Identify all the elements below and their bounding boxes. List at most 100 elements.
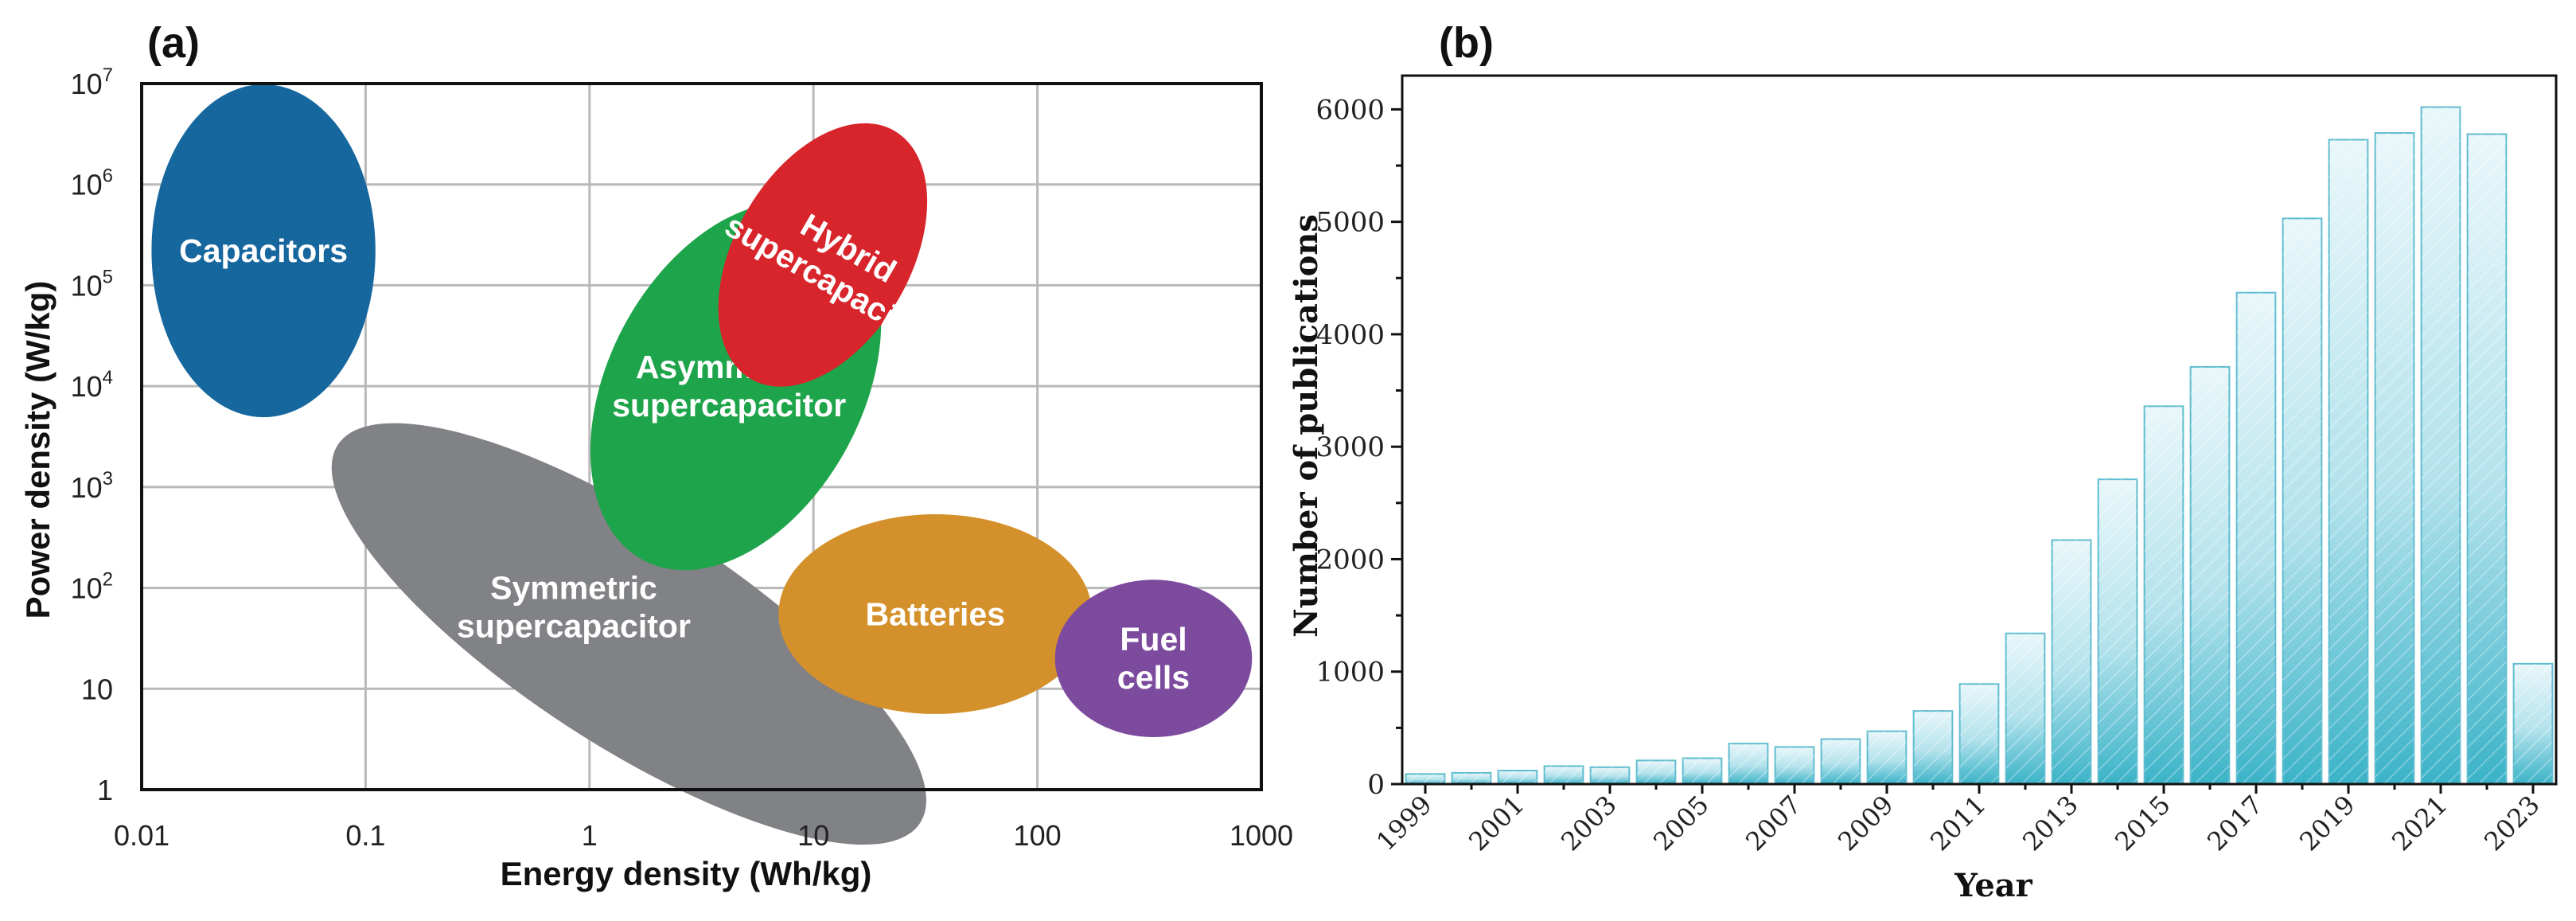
x-tick-label: 1 <box>582 819 598 852</box>
region-capacitors-label: Capacitors <box>179 232 348 269</box>
region-label-line: Fuel <box>1120 621 1187 658</box>
y-tick-label: 6000 <box>1315 94 1385 126</box>
y-tick-label: 4000 <box>1315 319 1385 351</box>
bar-hatch-2001 <box>1498 771 1537 784</box>
y-tick-base: 10 <box>71 471 103 504</box>
x-tick-label: 2013 <box>2017 790 2083 857</box>
x-tick-label: 2009 <box>1832 790 1899 857</box>
region-label-line: Symmetric <box>490 569 657 606</box>
y-tick-base: 10 <box>71 572 103 605</box>
region-hybrid-ellipse <box>718 123 928 387</box>
y-tick-label: 5000 <box>1315 207 1385 239</box>
bar-hatch-2003 <box>1590 767 1630 784</box>
y-tick-label: 102 <box>71 569 113 605</box>
bar-hatch-2015 <box>2144 406 2184 784</box>
bar-hatch-2004 <box>1636 760 1676 784</box>
panel-b-x-axis-label: Year <box>1954 867 2032 904</box>
region-label-line: supercapacitor <box>612 387 846 423</box>
y-tick-label: 1 <box>97 774 113 806</box>
x-tick-label: 2017 <box>2201 790 2268 857</box>
panel-b-y-tick-labels: 0 1000 2000 3000 4000 5000 6000 <box>1315 94 1385 801</box>
bar-hatch-2018 <box>2282 218 2322 784</box>
y-tick-base: 10 <box>71 169 103 201</box>
y-tick-label: 105 <box>71 266 113 302</box>
x-tick-label: 2005 <box>1647 790 1714 857</box>
bar-hatch-2023 <box>2513 663 2553 784</box>
region-hybrid: Hybridsupercapacitor <box>718 123 940 387</box>
bar-hatch-2005 <box>1682 758 1722 784</box>
x-tick-label: 2011 <box>1924 790 1991 857</box>
panel-a-x-tick-labels: 0.01 0.1 1 10 100 1000 <box>114 819 1293 852</box>
panel-b-frame <box>1391 74 2558 794</box>
x-tick-label: 2003 <box>1555 790 1622 857</box>
x-tick-label: 2007 <box>1740 790 1806 857</box>
bar-hatch-2008 <box>1821 739 1861 784</box>
region-symmetric-label: Symmetric supercapacitor <box>457 569 691 644</box>
y-tick-label: 107 <box>71 64 113 100</box>
x-tick-label: 0.1 <box>345 819 385 852</box>
region-label-line: Batteries <box>866 595 1005 632</box>
plot-frame <box>140 82 1263 791</box>
region-fuel-cells-label: Fuel cells <box>1117 621 1190 696</box>
y-tick-base: 10 <box>71 68 103 100</box>
region-capacitors: Capacitors <box>151 84 376 418</box>
bar-hatch-2007 <box>1775 747 1814 784</box>
panel-b-label: (b) <box>1439 19 1494 67</box>
region-label-line: cells <box>1117 659 1190 696</box>
y-tick-label: 103 <box>71 468 113 504</box>
panel-a-frame <box>140 82 1263 791</box>
region-batteries: Batteries <box>778 514 1093 714</box>
bar-hatch-2017 <box>2236 292 2276 785</box>
y-tick-label: 106 <box>71 166 113 201</box>
region-batteries-label: Batteries <box>866 595 1005 632</box>
region-fuel-cells-ellipse <box>1054 580 1253 737</box>
region-batteries-ellipse <box>778 514 1093 714</box>
y-tick-exponent: 7 <box>103 64 113 86</box>
x-tick-label: 2015 <box>2109 790 2176 857</box>
y-tick-base: 10 <box>71 370 103 403</box>
region-fuel-cells: Fuel cells <box>1054 580 1253 737</box>
y-tick-base: 10 <box>81 673 113 705</box>
x-tick-label: 1000 <box>1230 819 1293 852</box>
y-tick-exponent: 3 <box>103 468 113 490</box>
bar-hatch-2016 <box>2190 366 2230 784</box>
bar-hatch-2002 <box>1544 766 1584 784</box>
y-tick-exponent: 4 <box>103 367 113 388</box>
y-tick-label: 1000 <box>1315 657 1385 689</box>
x-tick-label: 2001 <box>1463 790 1530 857</box>
bar-hatch-2000 <box>1452 772 1491 784</box>
x-tick-label: 2019 <box>2293 790 2360 857</box>
bar-hatch-2011 <box>1959 684 1999 784</box>
region-label-line: supercapacitor <box>457 607 691 644</box>
bar-hatch-2006 <box>1728 743 1768 784</box>
y-tick-base: 10 <box>71 269 103 302</box>
bar-hatch-2010 <box>1913 711 1953 784</box>
region-symmetric: Symmetric supercapacitor <box>331 423 926 845</box>
panel-a-label: (a) <box>147 19 200 67</box>
y-tick-base: 1 <box>97 774 113 806</box>
bar-hatch-2013 <box>2052 540 2091 784</box>
y-tick-label: 104 <box>71 367 113 403</box>
x-tick-label: 0.01 <box>114 819 170 852</box>
x-tick-label: 10 <box>797 819 829 852</box>
panel-b-x-tick-labels: 1999 2001 2003 2005 2007 2009 2011 2013 2015 2017… <box>1370 790 2545 857</box>
bar-hatch-2020 <box>2375 133 2414 785</box>
region-label-line: Capacitors <box>179 232 348 269</box>
y-tick-exponent: 6 <box>103 166 113 187</box>
bar-hatch-2014 <box>2098 479 2138 784</box>
x-tick-label: 2021 <box>2386 790 2453 857</box>
y-tick-label: 0 <box>1367 769 1385 801</box>
y-tick-label: 10 <box>81 673 113 705</box>
region-symmetric-ellipse <box>331 423 926 845</box>
bar-hatch-2009 <box>1867 731 1907 784</box>
panel-a-y-axis-label: Power density (W/kg) <box>19 281 57 619</box>
y-tick-label: 3000 <box>1315 431 1385 463</box>
x-tick-label: 100 <box>1014 819 1062 852</box>
bar-hatch-2021 <box>2421 107 2461 785</box>
bar-hatch-1999 <box>1405 774 1445 784</box>
panel-b-y-axis-label: Number of publications <box>1288 214 1325 638</box>
